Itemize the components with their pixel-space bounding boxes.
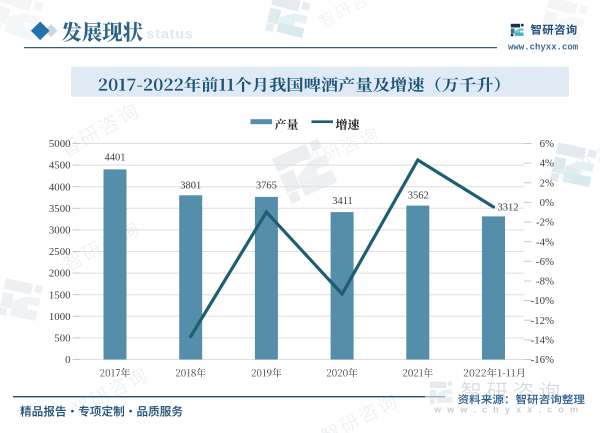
svg-text:2000: 2000 bbox=[49, 268, 71, 280]
svg-text:500: 500 bbox=[54, 333, 70, 345]
svg-text:4401: 4401 bbox=[105, 153, 126, 164]
svg-text:4000: 4000 bbox=[49, 181, 71, 193]
svg-text:www.chyxx.com: www.chyxx.com bbox=[508, 43, 579, 53]
svg-text:2%: 2% bbox=[540, 177, 554, 189]
svg-text:4500: 4500 bbox=[49, 160, 71, 172]
svg-text:www.chyxx.com: www.chyxx.com bbox=[433, 405, 584, 415]
svg-text:0%: 0% bbox=[540, 197, 554, 209]
svg-text:-8%: -8% bbox=[536, 276, 554, 288]
svg-text:6%: 6% bbox=[540, 138, 554, 150]
svg-text:status: status bbox=[147, 26, 194, 42]
svg-text:4%: 4% bbox=[540, 158, 554, 170]
svg-text:3312: 3312 bbox=[498, 203, 519, 214]
svg-text:1500: 1500 bbox=[49, 289, 71, 301]
svg-text:1000: 1000 bbox=[49, 311, 71, 323]
svg-text:3000: 3000 bbox=[49, 225, 71, 237]
svg-text:-16%: -16% bbox=[531, 354, 554, 366]
svg-text:2500: 2500 bbox=[49, 246, 71, 258]
svg-text:-12%: -12% bbox=[531, 315, 554, 327]
svg-text:0: 0 bbox=[65, 354, 70, 366]
svg-text:-10%: -10% bbox=[531, 295, 554, 307]
svg-text:-2%: -2% bbox=[536, 217, 554, 229]
svg-text:3411: 3411 bbox=[332, 196, 353, 207]
svg-text:-6%: -6% bbox=[536, 256, 554, 268]
svg-text:3562: 3562 bbox=[408, 190, 429, 201]
svg-text:3801: 3801 bbox=[180, 180, 201, 191]
svg-text:3765: 3765 bbox=[256, 180, 277, 191]
svg-text:-14%: -14% bbox=[531, 335, 554, 347]
svg-text:3500: 3500 bbox=[49, 203, 71, 215]
svg-text:5000: 5000 bbox=[49, 138, 71, 150]
svg-text:-4%: -4% bbox=[536, 236, 554, 248]
